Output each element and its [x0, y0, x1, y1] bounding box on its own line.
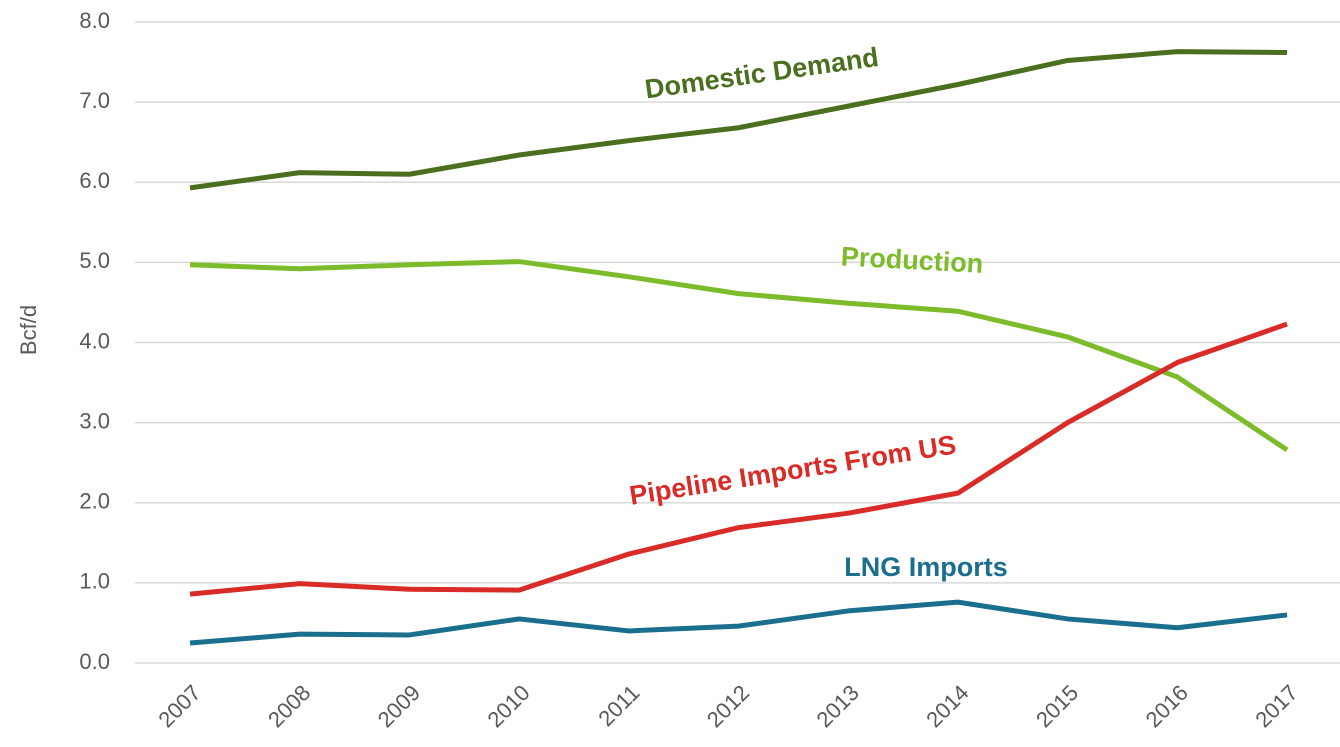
y-tick-label: 0.0 — [79, 649, 110, 674]
series-label: Production — [840, 241, 984, 278]
y-tick-label: 6.0 — [79, 168, 110, 193]
y-tick-label: 5.0 — [79, 248, 110, 273]
series-label: Pipeline Imports From US — [627, 430, 958, 511]
series-line — [189, 599, 1288, 646]
x-tick-label: 2016 — [1141, 680, 1193, 732]
y-tick-label: 1.0 — [79, 569, 110, 594]
x-tick-label: 2011 — [593, 680, 644, 731]
y-tick-label: 7.0 — [79, 88, 110, 113]
y-tick-label: 2.0 — [79, 489, 110, 514]
x-tick-label: 2007 — [153, 680, 205, 732]
x-tick-label: 2010 — [482, 680, 534, 732]
x-tick-label: 2008 — [263, 680, 315, 732]
x-tick-label: 2009 — [373, 680, 425, 732]
y-tick-label: 4.0 — [79, 328, 110, 353]
series-line — [189, 49, 1288, 191]
x-tick-label: 2012 — [702, 680, 754, 732]
series-line — [189, 259, 1289, 452]
series-label: LNG Imports — [844, 552, 1008, 582]
y-axis-label: Bcf/d — [16, 305, 41, 355]
series-label: Domestic Demand — [643, 42, 880, 104]
x-tick-label: 2014 — [921, 680, 973, 732]
x-tick-label: 2017 — [1250, 680, 1302, 732]
x-tick-label: 2013 — [812, 680, 864, 732]
series-line — [189, 321, 1288, 597]
y-tick-label: 8.0 — [79, 8, 110, 33]
y-tick-label: 3.0 — [79, 408, 110, 433]
x-tick-label: 2015 — [1031, 680, 1083, 732]
